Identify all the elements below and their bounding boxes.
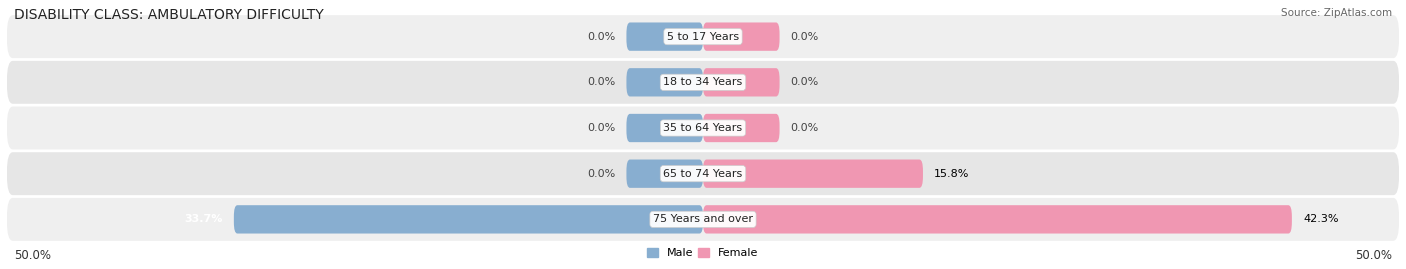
FancyBboxPatch shape [233, 205, 703, 233]
Text: 5 to 17 Years: 5 to 17 Years [666, 32, 740, 42]
FancyBboxPatch shape [627, 160, 703, 188]
Text: 33.7%: 33.7% [184, 214, 222, 224]
Text: 35 to 64 Years: 35 to 64 Years [664, 123, 742, 133]
Legend: Male, Female: Male, Female [643, 244, 763, 263]
Text: 0.0%: 0.0% [790, 123, 818, 133]
FancyBboxPatch shape [7, 198, 1399, 241]
FancyBboxPatch shape [703, 205, 1292, 233]
FancyBboxPatch shape [7, 61, 1399, 104]
Text: 65 to 74 Years: 65 to 74 Years [664, 169, 742, 179]
Text: 0.0%: 0.0% [790, 32, 818, 42]
Text: 0.0%: 0.0% [790, 77, 818, 87]
Text: 50.0%: 50.0% [1355, 249, 1392, 262]
Text: 75 Years and over: 75 Years and over [652, 214, 754, 224]
Text: 0.0%: 0.0% [588, 123, 616, 133]
Text: Source: ZipAtlas.com: Source: ZipAtlas.com [1281, 8, 1392, 18]
Text: 0.0%: 0.0% [588, 169, 616, 179]
FancyBboxPatch shape [627, 114, 703, 142]
FancyBboxPatch shape [7, 152, 1399, 195]
FancyBboxPatch shape [703, 23, 779, 51]
Text: 42.3%: 42.3% [1303, 214, 1339, 224]
FancyBboxPatch shape [703, 160, 922, 188]
FancyBboxPatch shape [703, 68, 779, 97]
Text: 0.0%: 0.0% [588, 77, 616, 87]
Text: 50.0%: 50.0% [14, 249, 51, 262]
FancyBboxPatch shape [7, 107, 1399, 150]
Text: 15.8%: 15.8% [934, 169, 970, 179]
Text: 0.0%: 0.0% [588, 32, 616, 42]
FancyBboxPatch shape [703, 114, 779, 142]
FancyBboxPatch shape [627, 68, 703, 97]
FancyBboxPatch shape [627, 23, 703, 51]
Text: 18 to 34 Years: 18 to 34 Years [664, 77, 742, 87]
FancyBboxPatch shape [7, 15, 1399, 58]
Text: DISABILITY CLASS: AMBULATORY DIFFICULTY: DISABILITY CLASS: AMBULATORY DIFFICULTY [14, 8, 323, 22]
